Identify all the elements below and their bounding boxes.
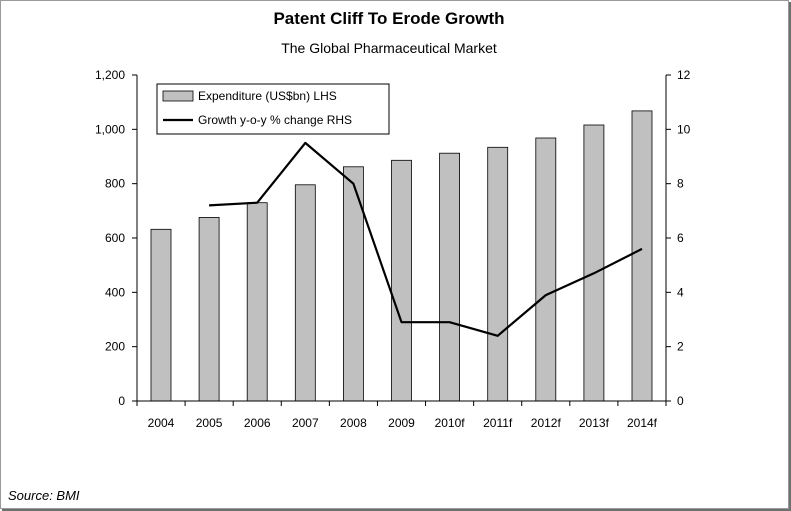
legend-label-expenditure: Expenditure (US$bn) LHS	[198, 89, 337, 103]
legend: Expenditure (US$bn) LHS Growth y-o-y % c…	[156, 83, 390, 135]
bar-2009	[391, 159, 412, 402]
bar-2006	[246, 202, 268, 402]
left-tick-label: 400	[105, 285, 125, 299]
left-axis-ticks: 0 200 400 600 800 1,000 1,200	[95, 68, 137, 408]
right-tick-label: 12	[677, 68, 691, 82]
line-series	[209, 141, 643, 337]
legend-bar-swatch	[162, 90, 194, 102]
right-tick-label: 4	[677, 285, 684, 299]
growth-line	[209, 141, 643, 337]
chart-title: Patent Cliff To Erode Growth	[273, 9, 504, 28]
left-tick-label: 1,000	[95, 122, 125, 136]
bar-2005	[198, 216, 220, 402]
bar-series	[150, 110, 653, 402]
bar-2014f	[631, 110, 653, 402]
x-tick-label: 2013f	[579, 416, 610, 430]
x-tick-label: 2011f	[483, 416, 513, 430]
x-axis-ticks: 2004 2005 2006 2007 2008 2009 2010f 2011f 2012f 2…	[136, 401, 667, 430]
x-tick-label: 2007	[292, 416, 319, 430]
right-tick-label: 8	[677, 177, 684, 191]
right-tick-label: 2	[677, 340, 684, 354]
left-tick-label: 200	[105, 340, 125, 354]
right-axis-ticks: 0 2 4 6 8 10 12	[666, 68, 691, 408]
legend-label-growth: Growth y-o-y % change RHS	[198, 113, 352, 127]
right-tick-label: 10	[677, 122, 691, 136]
x-tick-label: 2005	[196, 416, 223, 430]
left-tick-label: 800	[105, 177, 125, 191]
bar-2007	[294, 184, 316, 402]
chart-subtitle: The Global Pharmaceutical Market	[281, 40, 497, 56]
bar-2011f	[487, 146, 509, 402]
x-tick-label: 2009	[388, 416, 415, 430]
x-tick-label: 2008	[340, 416, 367, 430]
left-tick-label: 0	[118, 394, 125, 408]
x-tick-label: 2004	[148, 416, 175, 430]
right-tick-label: 6	[677, 231, 684, 245]
bar-2010f	[439, 152, 461, 402]
x-tick-label: 2006	[244, 416, 271, 430]
bar-2013f	[583, 124, 605, 402]
right-tick-label: 0	[677, 394, 684, 408]
x-tick-label: 2012f	[531, 416, 562, 430]
left-tick-label: 600	[105, 231, 125, 245]
x-tick-label: 2014f	[627, 416, 658, 430]
plot-area: 2004 2005 2006 2007 2008 2009 2010f 2011f 2012f 2…	[95, 68, 691, 430]
x-tick-label: 2010f	[435, 416, 466, 430]
legend-box	[156, 83, 390, 135]
bar-2012f	[535, 137, 557, 402]
source-note: Source: BMI	[8, 488, 80, 503]
left-tick-label: 1,200	[95, 68, 125, 82]
bar-2004	[150, 228, 172, 402]
